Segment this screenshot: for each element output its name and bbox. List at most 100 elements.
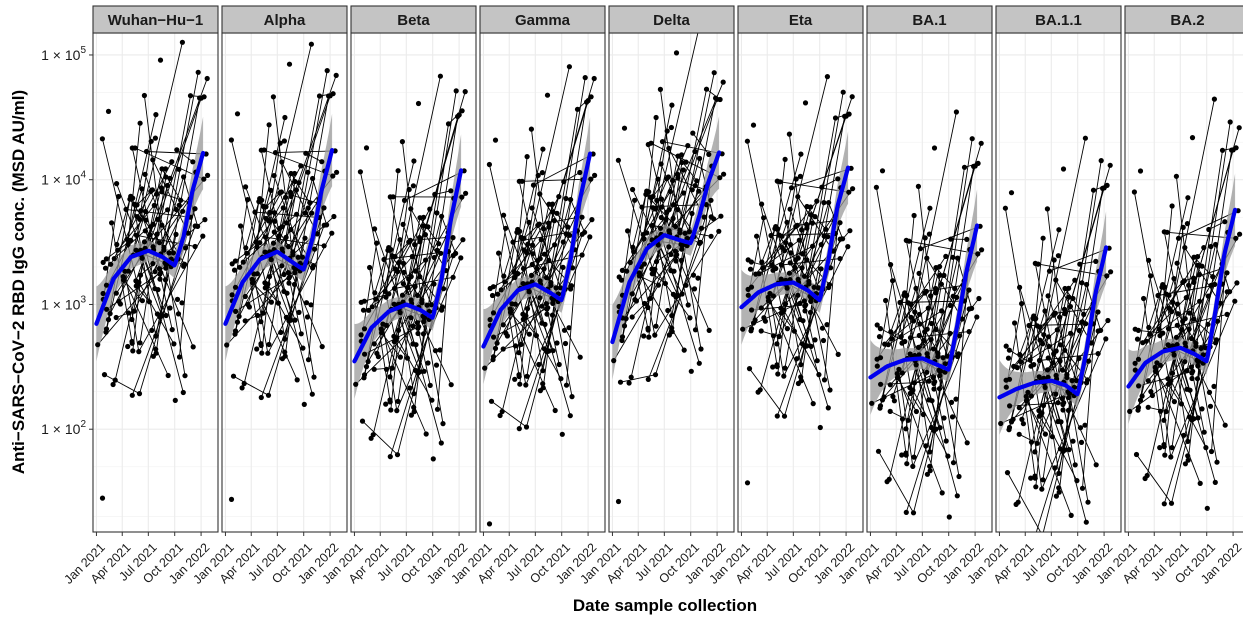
data-point (101, 372, 108, 378)
data-point (1104, 273, 1110, 279)
subject-trajectory (246, 207, 284, 254)
data-point (1030, 315, 1036, 321)
data-point (176, 166, 182, 172)
data-point (922, 329, 928, 335)
facet-strip (92, 5, 219, 34)
data-point (1190, 275, 1197, 281)
data-point (770, 267, 776, 273)
data-point (132, 145, 138, 151)
subject-trajectory (402, 224, 435, 313)
data-point (1035, 261, 1041, 267)
data-point (697, 155, 703, 162)
data-point (152, 135, 158, 141)
data-point (627, 259, 633, 266)
data-point (621, 125, 628, 131)
data-point (927, 205, 933, 211)
subject-trajectory (901, 215, 915, 344)
data-point (110, 381, 116, 388)
subject-trajectory (772, 76, 828, 297)
data-point (1062, 311, 1068, 317)
data-point (395, 398, 401, 404)
data-point (553, 285, 559, 291)
data-point (357, 169, 363, 175)
data-point (500, 346, 506, 352)
data-point (750, 122, 757, 128)
data-point (954, 294, 960, 300)
data-point (944, 353, 951, 359)
data-point (296, 309, 302, 315)
data-point (1057, 446, 1063, 452)
data-point (552, 407, 558, 414)
x-axis-title: Date sample collection (573, 596, 757, 615)
data-point (392, 254, 398, 260)
data-point (1105, 317, 1111, 324)
data-point (770, 333, 777, 339)
data-point (896, 366, 902, 372)
data-point (696, 188, 702, 194)
data-point (1049, 434, 1055, 440)
data-point (978, 140, 984, 146)
data-point (249, 280, 256, 286)
data-point (783, 240, 789, 246)
data-point (374, 350, 380, 356)
data-point (143, 148, 150, 155)
data-point (1135, 327, 1141, 333)
data-point (400, 221, 406, 227)
data-point (1046, 343, 1052, 349)
data-point (1195, 415, 1201, 421)
data-point (662, 280, 669, 287)
data-point (943, 438, 949, 444)
data-point (125, 343, 131, 350)
data-point (1045, 334, 1052, 340)
data-point (1211, 96, 1217, 102)
data-point (137, 272, 144, 278)
data-point (540, 385, 546, 391)
data-point (846, 111, 852, 117)
data-point (639, 204, 645, 210)
data-point (523, 313, 529, 319)
panel-background (351, 33, 476, 532)
data-point (283, 220, 290, 226)
data-point (632, 197, 638, 203)
data-point (708, 233, 714, 239)
data-point (159, 222, 165, 228)
data-point (137, 340, 143, 346)
subject-trajectory (385, 76, 441, 326)
facet-strip (866, 5, 993, 34)
data-point (886, 476, 892, 482)
data-point (1208, 448, 1215, 455)
data-point (713, 95, 719, 101)
data-point (408, 315, 414, 321)
data-point (279, 159, 285, 165)
data-point (95, 342, 101, 348)
data-point (779, 244, 785, 250)
data-point (1045, 374, 1051, 380)
data-point (891, 398, 898, 404)
data-point (1008, 190, 1015, 196)
data-point (1104, 182, 1110, 188)
data-point (545, 220, 552, 226)
data-point (412, 283, 418, 290)
data-point (1137, 397, 1144, 403)
data-point (1184, 221, 1190, 227)
data-point (911, 318, 917, 324)
data-point (816, 372, 822, 378)
data-point (228, 137, 234, 143)
data-point (148, 224, 154, 230)
data-point (796, 237, 802, 243)
data-point (1003, 601, 1008, 606)
subject-trajectory (97, 264, 167, 345)
subject-trajectory (245, 198, 261, 248)
subject-trajectory (638, 272, 685, 351)
data-point (544, 92, 551, 98)
data-point (266, 341, 272, 348)
data-point (558, 376, 564, 382)
data-point (154, 216, 161, 222)
data-point (410, 323, 416, 329)
data-point (1040, 477, 1046, 483)
data-point (1145, 378, 1151, 384)
